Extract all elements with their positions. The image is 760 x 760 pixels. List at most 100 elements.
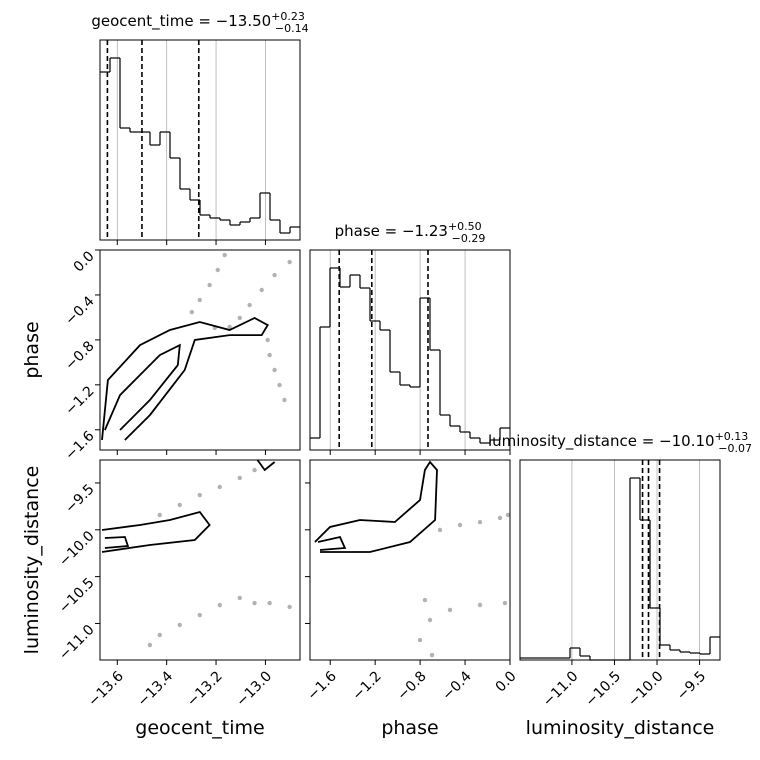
title-main: phase = −1.23 <box>335 222 448 240</box>
sample-point <box>227 324 232 330</box>
contour <box>101 510 211 553</box>
panel: 0.0 −0.4 −0.8 −1.2 −1.6 phase <box>21 248 301 463</box>
x-tick-label: −1.6 <box>305 668 340 703</box>
y-axis-label: phase <box>21 321 43 378</box>
y-axis-label: luminosity_distance <box>21 466 43 655</box>
sample-point <box>497 515 503 521</box>
panel-frame <box>309 249 511 451</box>
sample-point <box>197 612 202 618</box>
sample-point <box>252 467 257 473</box>
x-axis-label: phase <box>381 717 438 739</box>
x-tick-label: −13.2 <box>184 668 226 710</box>
panel: −11.0 −10.5 −10.0 −9.5 luminosity_distance =… <box>488 430 752 739</box>
contour <box>317 535 347 551</box>
sample-point <box>422 597 428 603</box>
y-tick-label: −10.0 <box>56 528 98 570</box>
x-tick-label: −1.2 <box>349 668 384 703</box>
panel-frame <box>99 39 301 241</box>
sample-point <box>265 337 270 343</box>
x-tick-label: −11.0 <box>540 668 582 710</box>
sample-point <box>287 259 292 265</box>
sample-point <box>217 602 222 608</box>
sample-point <box>505 512 511 518</box>
sample-point <box>252 600 257 606</box>
sample-point <box>157 632 162 638</box>
sample-point <box>417 637 423 643</box>
title-sup: +0.50 <box>448 220 482 233</box>
title-sub: −0.29 <box>452 232 486 245</box>
panel-frame <box>309 459 511 661</box>
panel-frame <box>99 249 301 451</box>
x-tick-label: −13.6 <box>85 668 127 710</box>
panel-title: geocent_time = −13.50+0.23 −0.14 <box>91 10 308 35</box>
x-tick-label: −0.8 <box>394 668 429 703</box>
sample-point <box>237 475 242 481</box>
panel: −1.6 −1.2 −0.8 −0.4 0.0 phase <box>305 459 520 739</box>
sample-point <box>282 397 287 403</box>
y-tick-label: 0.0 <box>71 248 98 275</box>
title-sub: −0.14 <box>275 22 309 35</box>
sample-point <box>207 282 212 288</box>
x-axis-label: geocent_time <box>135 717 264 739</box>
x-tick-label: −0.4 <box>439 668 474 703</box>
title-sup: +0.13 <box>715 430 749 443</box>
panel-frame <box>99 459 301 661</box>
sample-point <box>477 602 483 608</box>
sample-point <box>197 492 202 498</box>
panel: geocent_time = −13.50+0.23 −0.14 <box>91 10 309 245</box>
contour <box>101 316 269 441</box>
sample-point <box>215 267 220 273</box>
contour <box>256 459 276 472</box>
panel: phase = −1.23+0.50 −0.29 <box>309 220 511 455</box>
sample-point <box>157 512 162 518</box>
sample-point <box>437 527 443 533</box>
x-axis-label: luminosity_distance <box>526 717 715 739</box>
x-tick-label: −13.4 <box>135 668 177 710</box>
panel-frame <box>519 459 721 661</box>
sample-point <box>427 617 433 623</box>
sample-point <box>189 309 195 315</box>
title-sub: −0.07 <box>718 442 752 455</box>
sample-point <box>272 272 277 278</box>
y-tick-label: −11.0 <box>56 622 98 664</box>
sample-point <box>267 600 272 606</box>
x-tick-label: −10.5 <box>582 668 624 710</box>
sample-point <box>502 600 508 606</box>
sample-point <box>259 287 264 293</box>
sample-point <box>429 652 435 658</box>
y-tick-label: −0.8 <box>62 338 97 373</box>
y-tick-label: −1.2 <box>62 383 97 418</box>
y-tick-label: −9.5 <box>62 481 97 516</box>
contour <box>104 343 181 431</box>
y-tick-label: −0.4 <box>62 293 97 328</box>
x-tick-label: −9.5 <box>674 668 709 703</box>
sample-point <box>447 607 453 613</box>
sample-point <box>237 315 242 321</box>
x-tick-label: −10.0 <box>625 668 667 710</box>
x-tick-label: −13.0 <box>233 668 275 710</box>
sample-point <box>177 622 182 628</box>
sample-point <box>177 502 182 508</box>
sample-point <box>267 352 272 358</box>
y-tick-label: −1.6 <box>62 428 97 463</box>
title-main: geocent_time = −13.50 <box>91 12 271 31</box>
panel-title: phase = −1.23+0.50 −0.29 <box>335 220 486 245</box>
sample-point <box>222 252 227 258</box>
panel-title: luminosity_distance = −10.10+0.13 −0.07 <box>488 430 752 455</box>
title-main: luminosity_distance = −10.10 <box>488 432 715 451</box>
contour <box>314 460 438 553</box>
sample-point <box>457 522 463 528</box>
y-tick-label: −10.5 <box>56 575 98 617</box>
sample-point <box>277 382 282 388</box>
sample-point <box>147 642 153 648</box>
panel: −13.6 −13.4 −13.2 −13.0 −9.5 −10.0 −10.5 −11.0 g… <box>21 459 301 739</box>
title-sup: +0.23 <box>271 10 305 23</box>
sample-point <box>287 604 292 610</box>
contour <box>104 536 130 549</box>
x-tick-label: 0.0 <box>493 668 520 695</box>
sample-point <box>247 302 252 308</box>
sample-point <box>217 484 222 490</box>
sample-point <box>237 595 242 601</box>
sample-point <box>197 297 202 303</box>
